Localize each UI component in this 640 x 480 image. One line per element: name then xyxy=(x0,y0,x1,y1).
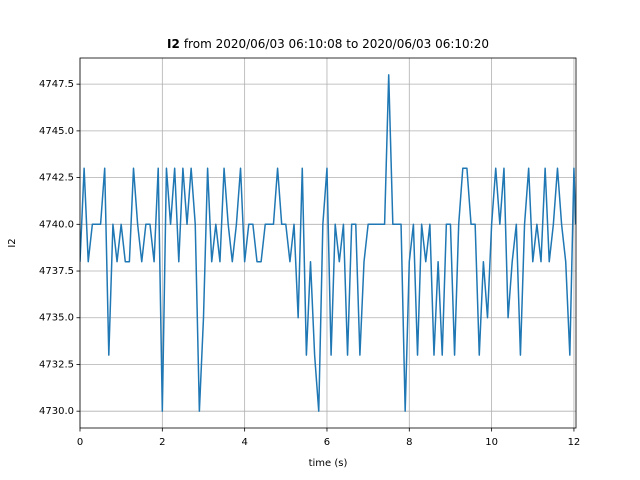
x-tick-label: 12 xyxy=(568,437,581,448)
x-tick-label: 2 xyxy=(159,437,165,448)
x-tick-label: 10 xyxy=(485,437,498,448)
y-tick-label: 4747.5 xyxy=(39,79,74,90)
x-tick-label: 8 xyxy=(406,437,412,448)
x-tick-label: 0 xyxy=(77,437,83,448)
x-axis-label: time (s) xyxy=(309,458,348,469)
chart-title: I2 from 2020/06/03 06:10:08 to 2020/06/03… xyxy=(167,37,489,51)
y-tick-label: 4740.0 xyxy=(39,219,74,230)
y-tick-label: 4742.5 xyxy=(39,173,74,184)
y-tick-label: 4730.0 xyxy=(39,406,74,417)
y-tick-label: 4745.0 xyxy=(39,126,74,137)
y-tick-label: 4735.0 xyxy=(39,313,74,324)
title-bold: I2 xyxy=(167,37,180,51)
y-tick-label: 4737.5 xyxy=(39,266,74,277)
y-tick-label: 4732.5 xyxy=(39,359,74,370)
x-tick-label: 4 xyxy=(241,437,247,448)
title-rest: from 2020/06/03 06:10:08 to 2020/06/03 0… xyxy=(184,37,489,51)
y-axis-label: I2 xyxy=(7,238,18,247)
line-series xyxy=(80,74,576,412)
x-tick-label: 6 xyxy=(324,437,330,448)
plot-frame xyxy=(79,57,577,429)
